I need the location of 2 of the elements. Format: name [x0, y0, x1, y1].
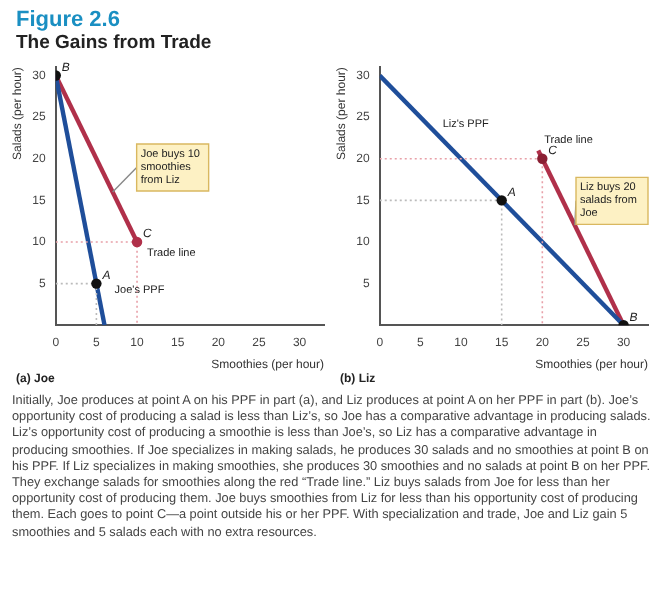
chart-subtitle: The Gains from Trade — [16, 32, 214, 54]
chart-title: Figure 2.6 — [16, 8, 122, 32]
